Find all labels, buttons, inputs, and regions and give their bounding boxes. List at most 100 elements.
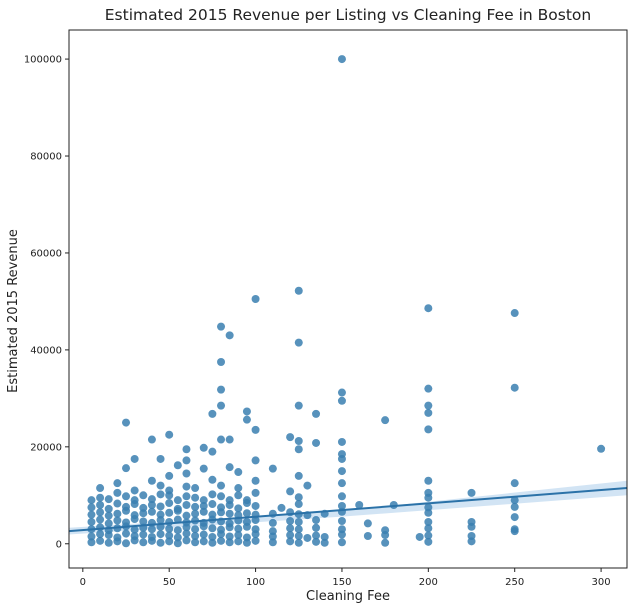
data-point: [104, 531, 113, 540]
data-point: [251, 488, 260, 497]
data-point: [424, 384, 433, 393]
data-point: [337, 450, 346, 459]
data-point: [122, 492, 131, 501]
data-point: [173, 515, 182, 524]
x-axis: 0 50 100 150 200 250 300: [80, 568, 611, 588]
data-point: [199, 464, 208, 473]
data-point: [217, 322, 226, 331]
data-point: [294, 538, 303, 547]
data-point: [156, 454, 165, 463]
x-tick-label: 300: [592, 577, 611, 588]
data-point: [294, 338, 303, 347]
data-point: [191, 538, 200, 547]
data-point: [234, 491, 243, 500]
data-point: [225, 509, 234, 518]
data-point: [130, 454, 139, 463]
data-point: [467, 537, 476, 546]
data-point: [294, 445, 303, 454]
data-point: [122, 539, 131, 548]
data-point: [130, 486, 139, 495]
data-point: [251, 530, 260, 539]
data-point: [424, 304, 433, 313]
data-point: [242, 415, 251, 424]
data-point: [156, 530, 165, 539]
data-point: [191, 493, 200, 502]
data-point: [208, 500, 217, 509]
data-point: [147, 525, 156, 534]
data-point: [217, 508, 226, 517]
data-point: [165, 491, 174, 500]
data-point: [217, 435, 226, 444]
data-point: [87, 510, 96, 519]
data-point: [182, 523, 191, 532]
data-point: [234, 468, 243, 477]
data-point: [199, 443, 208, 452]
data-point: [156, 538, 165, 547]
data-point: [191, 509, 200, 518]
data-point: [467, 488, 476, 497]
data-point: [147, 536, 156, 545]
data-point: [242, 407, 251, 416]
data-point: [337, 501, 346, 510]
data-point: [251, 295, 260, 303]
data-point: [165, 430, 174, 439]
data-point: [294, 471, 303, 480]
data-point: [467, 522, 476, 531]
data-point: [312, 409, 321, 418]
data-point: [424, 401, 433, 410]
data-point: [277, 503, 286, 512]
data-point: [294, 525, 303, 534]
data-point: [130, 525, 139, 534]
data-point: [320, 538, 329, 547]
data-point: [251, 536, 260, 545]
data-point: [320, 532, 329, 541]
data-point: [355, 500, 364, 509]
data-point: [139, 538, 148, 547]
plot-frame: [68, 29, 628, 569]
data-point: [199, 530, 208, 539]
data-point: [96, 484, 105, 493]
data-point: [122, 506, 131, 515]
data-point: [87, 538, 96, 547]
data-point: [96, 530, 105, 539]
data-point: [337, 396, 346, 405]
data-point: [242, 538, 251, 547]
data-point: [510, 527, 519, 536]
data-point: [191, 525, 200, 534]
data-point: [96, 536, 105, 545]
x-tick-label: 50: [163, 577, 176, 588]
data-point: [87, 503, 96, 512]
data-point: [242, 499, 251, 508]
chart-title: Estimated 2015 Revenue per Listing vs Cl…: [105, 6, 591, 24]
data-point: [147, 500, 156, 509]
data-point: [191, 484, 200, 493]
data-point: [217, 401, 226, 410]
data-point: [225, 331, 234, 340]
data-point: [415, 532, 424, 541]
data-point: [303, 533, 312, 542]
data-point: [182, 500, 191, 509]
data-point: [294, 532, 303, 541]
data-point: [156, 502, 165, 511]
y-tick-label: 20000: [30, 442, 62, 453]
points-group: [87, 55, 606, 548]
data-point: [199, 501, 208, 510]
data-point: [208, 538, 217, 547]
data-point: [268, 464, 277, 473]
data-point: [199, 507, 208, 516]
data-point: [199, 537, 208, 546]
data-point: [113, 488, 122, 497]
data-point: [208, 475, 217, 484]
data-point: [182, 492, 191, 501]
data-point: [113, 537, 122, 546]
data-point: [122, 529, 131, 538]
data-point: [165, 508, 174, 517]
data-point: [87, 517, 96, 526]
data-point: [294, 437, 303, 446]
data-point: [165, 531, 174, 540]
data-point: [96, 508, 105, 517]
data-point: [130, 500, 139, 509]
data-point: [165, 524, 174, 533]
data-point: [251, 516, 260, 525]
data-point: [225, 538, 234, 547]
